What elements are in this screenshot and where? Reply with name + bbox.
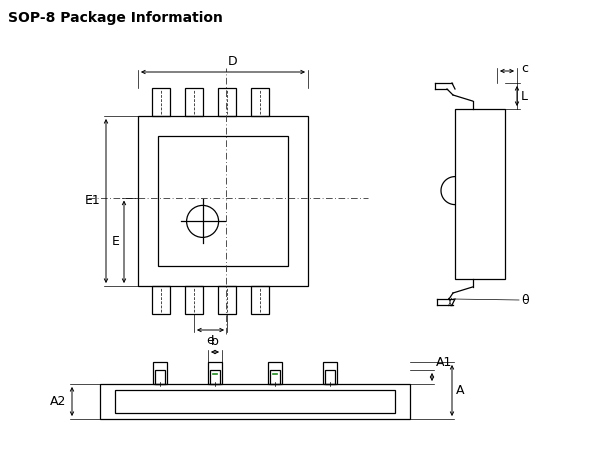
Bar [185,286,203,314]
Bar [270,370,280,384]
Bar [455,109,505,279]
Text: c: c [521,63,528,75]
Bar [155,370,165,384]
Text: E1: E1 [84,194,100,207]
Bar [158,136,288,266]
Bar [100,384,410,419]
Text: L: L [521,89,528,103]
Text: D: D [228,55,238,68]
Bar [138,116,308,286]
Text: A2: A2 [50,395,66,408]
Bar [325,370,335,384]
Bar [218,286,236,314]
Text: b: b [211,335,219,348]
Bar [210,370,220,384]
Text: e: e [206,334,214,347]
Bar [251,88,269,116]
Text: θ: θ [521,295,529,307]
Bar [251,286,269,314]
Bar [152,286,170,314]
Bar [218,88,236,116]
Bar [115,390,395,413]
Bar [153,362,167,384]
Text: A1: A1 [436,356,452,369]
Text: A: A [456,384,464,397]
Text: E: E [112,235,120,248]
Bar [268,362,282,384]
Bar [208,362,222,384]
Bar [185,88,203,116]
Bar [152,88,170,116]
Text: SOP-8 Package Information: SOP-8 Package Information [8,11,223,25]
Bar [323,362,337,384]
